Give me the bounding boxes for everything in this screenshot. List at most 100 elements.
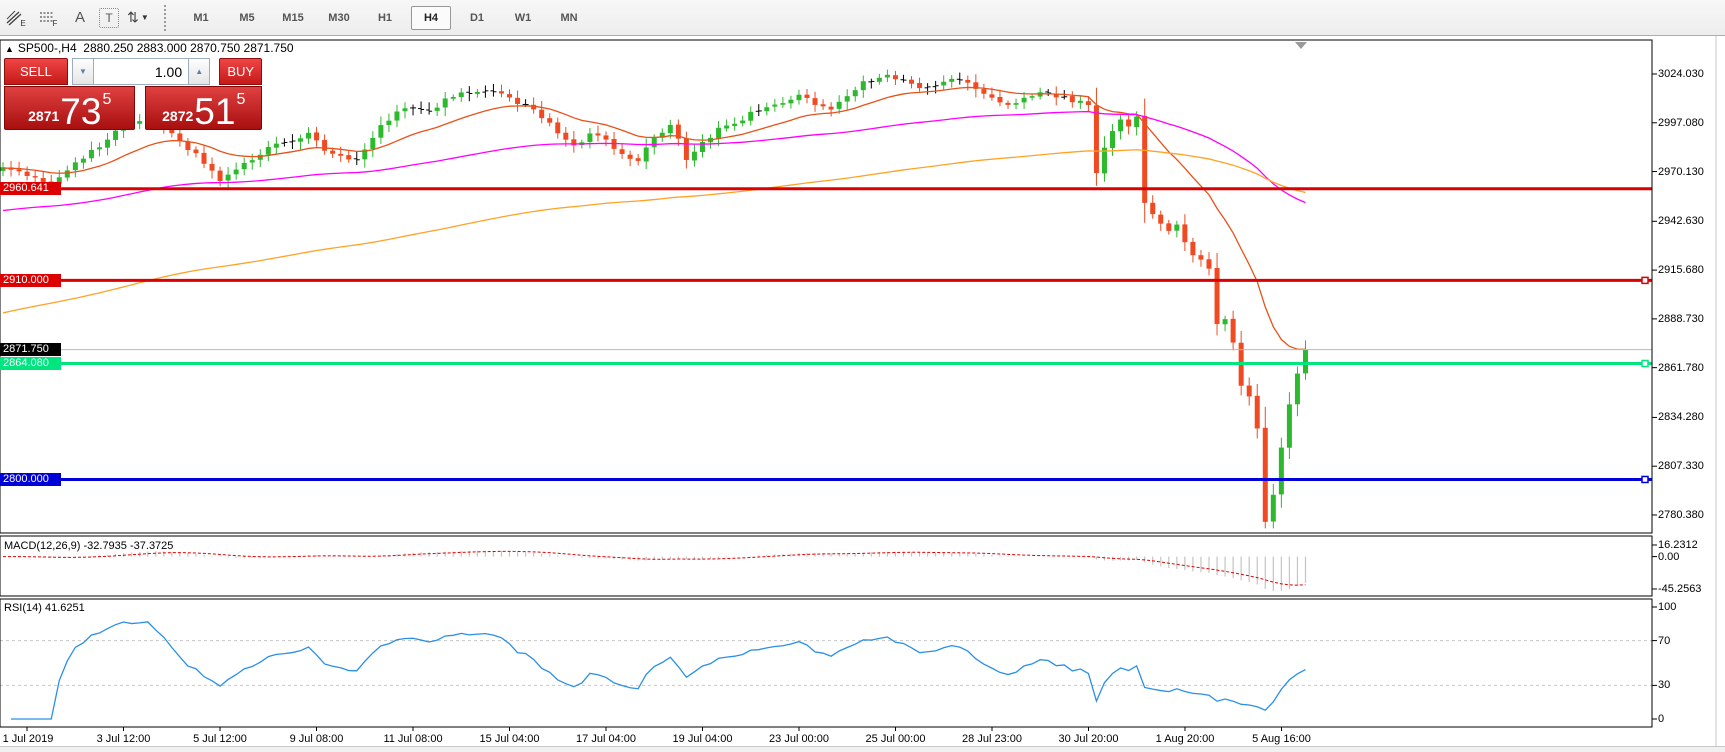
ask-big-digits: 51 [194, 90, 236, 132]
text-label-tool-icon[interactable]: A [74, 9, 85, 26]
candle-body [788, 99, 794, 104]
toolbar-separator [164, 4, 170, 31]
candle-body [394, 111, 400, 121]
bid-price-display[interactable]: 2871 73 5 [4, 86, 136, 132]
text-box-tool-icon[interactable]: T [99, 7, 119, 28]
slow-ma-line [2, 149, 1306, 314]
candle-body [257, 154, 263, 160]
candle-body [507, 94, 513, 98]
collapse-trade-panel-icon[interactable]: ▲ [5, 44, 14, 54]
candle-body [1198, 255, 1204, 260]
candle-body [1077, 100, 1083, 103]
timeframe-d1[interactable]: D1 [469, 11, 485, 24]
candle-body [241, 162, 247, 170]
macd-legend: MACD(12,26,9) -32.7935 -37.3725 [4, 540, 174, 552]
bid-pip-digit: 5 [102, 91, 112, 108]
timeframe-m30[interactable]: M30 [328, 11, 350, 24]
price-axis-label: 2807.330 [1658, 460, 1704, 473]
candle-body [1206, 259, 1212, 269]
candle-body [667, 124, 673, 134]
candle-body [0, 167, 6, 171]
volume-increase-button[interactable]: ▲ [188, 58, 211, 85]
candle-body [699, 141, 705, 153]
volume-decrease-button[interactable]: ▼ [71, 58, 95, 85]
candle-body [193, 149, 199, 154]
rsi-axis-label: 0 [1658, 713, 1665, 725]
buy-button[interactable]: BUY [219, 58, 262, 85]
candle-body [989, 94, 995, 98]
candle-body [225, 174, 231, 181]
candle-body [1029, 96, 1035, 98]
candle-body [949, 78, 955, 82]
candle-body [498, 91, 504, 94]
ask-price-display[interactable]: 2872 51 5 [145, 86, 262, 130]
arrow-objects-tool-icon[interactable]: ⇅ ▼ [127, 9, 149, 25]
rsi-axis-label: 30 [1658, 679, 1671, 692]
candle-body [981, 89, 987, 94]
candle-body [820, 104, 826, 107]
price-axis-label: 2780.380 [1658, 508, 1704, 521]
timeframe-h4[interactable]: H4 [411, 5, 451, 30]
volume-input[interactable] [94, 58, 189, 85]
candle-body [1021, 97, 1027, 103]
bid-price-label: 2871.750 [0, 343, 61, 357]
price-axis-label: 2888.730 [1658, 312, 1704, 325]
candle-body [72, 162, 78, 171]
timeframe-w1[interactable]: W1 [514, 11, 532, 24]
candle-body [531, 104, 537, 110]
candle-body [571, 139, 577, 146]
candle-body [1013, 103, 1019, 105]
bid-big-digits: 73 [60, 90, 102, 132]
sell-button[interactable]: SELL [4, 58, 68, 85]
candle-body [876, 77, 882, 82]
candle-body [1005, 102, 1011, 105]
window-bottom-edge [0, 746, 1725, 752]
timeframe-m1[interactable]: M1 [193, 11, 209, 24]
support-line-handle[interactable] [1641, 359, 1649, 368]
candle-body [595, 133, 601, 136]
candle-body [386, 120, 392, 125]
candle-body [780, 103, 786, 105]
support-line-price-label: 2864.080 [0, 356, 61, 370]
candle-body [338, 153, 344, 156]
time-axis-label: 25 Jul 00:00 [865, 733, 926, 745]
candle-body [80, 158, 86, 163]
time-axis-label: 9 Jul 08:00 [289, 733, 344, 745]
candle-body [177, 133, 183, 141]
price-axis-label: 2834.280 [1658, 411, 1704, 424]
main-pane-border [0, 39, 1653, 534]
price-axis-label: 2861.780 [1658, 361, 1704, 374]
candle-body [603, 135, 609, 140]
candle-body [1166, 223, 1172, 231]
candle-body [233, 169, 239, 175]
candle-body [458, 92, 464, 98]
candle-body [370, 137, 376, 150]
chart-area[interactable]: ▲ SP500-,H4 2880.250 2883.000 2870.750 28… [0, 36, 1725, 752]
macd-axis-label: -45.2563 [1658, 582, 1702, 595]
candle-body [378, 125, 384, 138]
candle-body [941, 81, 947, 86]
candle-body [1190, 241, 1196, 256]
ohlc-close: 2871.750 [243, 41, 294, 55]
candle-body [1142, 115, 1148, 203]
timeframe-m15[interactable]: M15 [282, 11, 304, 24]
timeframe-mn[interactable]: MN [560, 11, 578, 24]
time-axis-label: 19 Jul 04:00 [672, 733, 733, 745]
candle-body [314, 132, 320, 141]
candle-body [796, 94, 802, 101]
macd-signal-value: -37.3725 [129, 540, 174, 552]
candle-body [185, 141, 191, 150]
support-line-handle[interactable] [1641, 475, 1649, 484]
candle-body [539, 109, 545, 119]
candle-body [474, 91, 480, 94]
time-axis-label: 3 Jul 12:00 [96, 733, 151, 745]
equidistant-channel-tool-icon[interactable]: E [3, 5, 29, 31]
candle-body [812, 98, 818, 105]
timeframe-m5[interactable]: M5 [239, 11, 255, 24]
fibonacci-tool-icon[interactable]: F [35, 5, 61, 31]
candle-body [764, 107, 770, 112]
timeframe-h1[interactable]: H1 [377, 11, 393, 24]
chart-canvas[interactable] [0, 36, 1725, 752]
candle-body [515, 97, 521, 104]
resistance-line-handle[interactable] [1641, 276, 1649, 285]
